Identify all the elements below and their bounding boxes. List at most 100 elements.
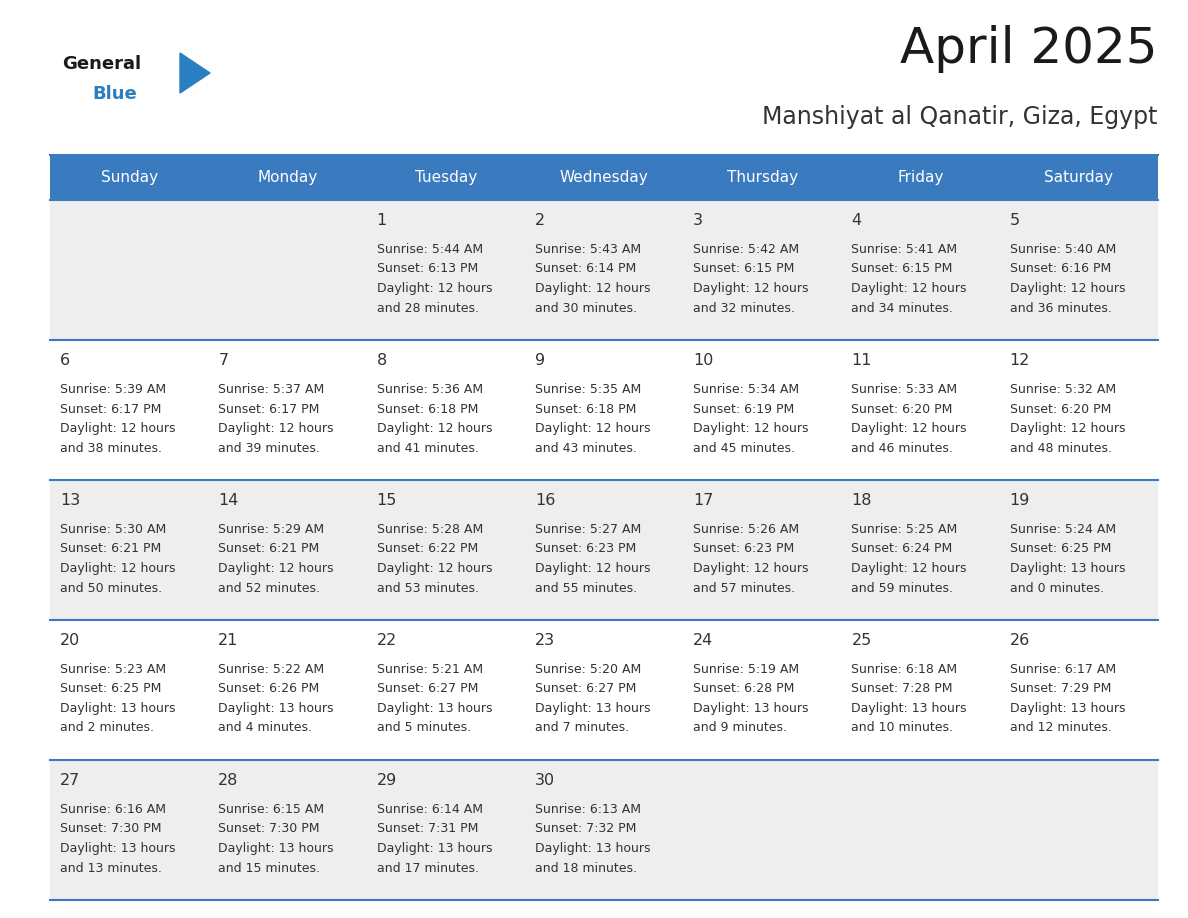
Text: 9: 9 xyxy=(535,353,545,368)
Text: 10: 10 xyxy=(693,353,714,368)
Text: Daylight: 13 hours: Daylight: 13 hours xyxy=(535,842,650,855)
Text: Daylight: 13 hours: Daylight: 13 hours xyxy=(219,842,334,855)
Text: Daylight: 12 hours: Daylight: 12 hours xyxy=(535,422,650,435)
Text: 16: 16 xyxy=(535,493,555,508)
Polygon shape xyxy=(181,53,210,93)
Text: and 10 minutes.: and 10 minutes. xyxy=(852,722,954,734)
Text: Sunset: 6:27 PM: Sunset: 6:27 PM xyxy=(535,682,637,696)
Text: 30: 30 xyxy=(535,773,555,788)
Text: Daylight: 12 hours: Daylight: 12 hours xyxy=(693,422,809,435)
Text: General: General xyxy=(62,55,141,73)
Text: Sunrise: 5:22 AM: Sunrise: 5:22 AM xyxy=(219,663,324,676)
Text: April 2025: April 2025 xyxy=(901,25,1158,73)
Text: Sunrise: 5:43 AM: Sunrise: 5:43 AM xyxy=(535,243,642,256)
Text: Daylight: 12 hours: Daylight: 12 hours xyxy=(377,422,492,435)
Text: Sunrise: 5:40 AM: Sunrise: 5:40 AM xyxy=(1010,243,1116,256)
Text: Daylight: 13 hours: Daylight: 13 hours xyxy=(61,702,176,715)
Text: 15: 15 xyxy=(377,493,397,508)
Text: Daylight: 12 hours: Daylight: 12 hours xyxy=(693,282,809,295)
Text: Tuesday: Tuesday xyxy=(415,170,476,185)
Text: and 41 minutes.: and 41 minutes. xyxy=(377,442,479,454)
Text: 17: 17 xyxy=(693,493,714,508)
Text: Sunrise: 5:41 AM: Sunrise: 5:41 AM xyxy=(852,243,958,256)
Text: Daylight: 12 hours: Daylight: 12 hours xyxy=(693,562,809,575)
Text: and 30 minutes.: and 30 minutes. xyxy=(535,301,637,315)
Text: 4: 4 xyxy=(852,213,861,228)
Text: Daylight: 12 hours: Daylight: 12 hours xyxy=(1010,282,1125,295)
Text: and 12 minutes.: and 12 minutes. xyxy=(1010,722,1112,734)
Text: Daylight: 13 hours: Daylight: 13 hours xyxy=(1010,702,1125,715)
Text: Sunset: 6:14 PM: Sunset: 6:14 PM xyxy=(535,263,636,275)
Text: Sunrise: 5:39 AM: Sunrise: 5:39 AM xyxy=(61,383,166,396)
Text: Sunset: 6:15 PM: Sunset: 6:15 PM xyxy=(852,263,953,275)
Text: Daylight: 12 hours: Daylight: 12 hours xyxy=(61,562,176,575)
Text: and 52 minutes.: and 52 minutes. xyxy=(219,581,321,595)
Text: Daylight: 12 hours: Daylight: 12 hours xyxy=(61,422,176,435)
Text: 13: 13 xyxy=(61,493,81,508)
Text: Sunrise: 5:21 AM: Sunrise: 5:21 AM xyxy=(377,663,482,676)
Text: Sunrise: 5:35 AM: Sunrise: 5:35 AM xyxy=(535,383,642,396)
Text: Sunset: 7:29 PM: Sunset: 7:29 PM xyxy=(1010,682,1111,696)
Text: Daylight: 13 hours: Daylight: 13 hours xyxy=(377,842,492,855)
Text: Sunrise: 6:18 AM: Sunrise: 6:18 AM xyxy=(852,663,958,676)
Text: Daylight: 12 hours: Daylight: 12 hours xyxy=(219,422,334,435)
Text: Sunset: 6:17 PM: Sunset: 6:17 PM xyxy=(219,402,320,416)
Text: and 2 minutes.: and 2 minutes. xyxy=(61,722,154,734)
Text: Daylight: 13 hours: Daylight: 13 hours xyxy=(693,702,809,715)
Text: 5: 5 xyxy=(1010,213,1019,228)
Text: Sunset: 6:23 PM: Sunset: 6:23 PM xyxy=(535,543,636,555)
Text: Sunset: 6:22 PM: Sunset: 6:22 PM xyxy=(377,543,478,555)
Text: 29: 29 xyxy=(377,773,397,788)
Text: Daylight: 12 hours: Daylight: 12 hours xyxy=(852,282,967,295)
Text: and 15 minutes.: and 15 minutes. xyxy=(219,861,321,875)
Text: and 46 minutes.: and 46 minutes. xyxy=(852,442,953,454)
Text: Sunset: 6:19 PM: Sunset: 6:19 PM xyxy=(693,402,795,416)
Text: Wednesday: Wednesday xyxy=(560,170,649,185)
Text: and 4 minutes.: and 4 minutes. xyxy=(219,722,312,734)
Text: Daylight: 12 hours: Daylight: 12 hours xyxy=(852,562,967,575)
Text: Sunrise: 6:16 AM: Sunrise: 6:16 AM xyxy=(61,803,166,816)
Text: Sunrise: 5:24 AM: Sunrise: 5:24 AM xyxy=(1010,523,1116,536)
Text: Sunrise: 6:17 AM: Sunrise: 6:17 AM xyxy=(1010,663,1116,676)
Text: Sunset: 6:25 PM: Sunset: 6:25 PM xyxy=(1010,543,1111,555)
Text: Sunrise: 5:26 AM: Sunrise: 5:26 AM xyxy=(693,523,800,536)
Text: Daylight: 12 hours: Daylight: 12 hours xyxy=(852,422,967,435)
Text: Daylight: 12 hours: Daylight: 12 hours xyxy=(1010,422,1125,435)
Text: 23: 23 xyxy=(535,633,555,648)
Text: Sunset: 6:23 PM: Sunset: 6:23 PM xyxy=(693,543,795,555)
Text: Daylight: 13 hours: Daylight: 13 hours xyxy=(219,702,334,715)
Text: Sunset: 6:21 PM: Sunset: 6:21 PM xyxy=(219,543,320,555)
Text: and 18 minutes.: and 18 minutes. xyxy=(535,861,637,875)
Text: Sunset: 6:24 PM: Sunset: 6:24 PM xyxy=(852,543,953,555)
Text: Daylight: 13 hours: Daylight: 13 hours xyxy=(377,702,492,715)
Text: Sunset: 7:32 PM: Sunset: 7:32 PM xyxy=(535,823,637,835)
Text: Monday: Monday xyxy=(258,170,317,185)
Text: Sunset: 7:31 PM: Sunset: 7:31 PM xyxy=(377,823,478,835)
Text: Daylight: 12 hours: Daylight: 12 hours xyxy=(535,562,650,575)
Text: 3: 3 xyxy=(693,213,703,228)
Text: Blue: Blue xyxy=(91,85,137,103)
Text: 14: 14 xyxy=(219,493,239,508)
Text: Sunrise: 5:30 AM: Sunrise: 5:30 AM xyxy=(61,523,166,536)
Text: and 53 minutes.: and 53 minutes. xyxy=(377,581,479,595)
FancyBboxPatch shape xyxy=(50,155,1158,200)
Text: 1: 1 xyxy=(377,213,387,228)
Text: and 32 minutes.: and 32 minutes. xyxy=(693,301,795,315)
Text: Sunrise: 5:36 AM: Sunrise: 5:36 AM xyxy=(377,383,482,396)
Text: and 13 minutes.: and 13 minutes. xyxy=(61,861,162,875)
FancyBboxPatch shape xyxy=(50,760,1158,900)
Text: Sunset: 6:15 PM: Sunset: 6:15 PM xyxy=(693,263,795,275)
Text: and 0 minutes.: and 0 minutes. xyxy=(1010,581,1104,595)
Text: Sunset: 6:27 PM: Sunset: 6:27 PM xyxy=(377,682,478,696)
Text: Thursday: Thursday xyxy=(727,170,798,185)
Text: Sunset: 7:28 PM: Sunset: 7:28 PM xyxy=(852,682,953,696)
Text: Manshiyat al Qanatir, Giza, Egypt: Manshiyat al Qanatir, Giza, Egypt xyxy=(763,105,1158,129)
Text: and 43 minutes.: and 43 minutes. xyxy=(535,442,637,454)
Text: Sunrise: 5:25 AM: Sunrise: 5:25 AM xyxy=(852,523,958,536)
Text: Sunrise: 5:44 AM: Sunrise: 5:44 AM xyxy=(377,243,482,256)
Text: and 39 minutes.: and 39 minutes. xyxy=(219,442,320,454)
Text: 28: 28 xyxy=(219,773,239,788)
Text: Daylight: 12 hours: Daylight: 12 hours xyxy=(377,562,492,575)
Text: 22: 22 xyxy=(377,633,397,648)
FancyBboxPatch shape xyxy=(50,340,1158,480)
